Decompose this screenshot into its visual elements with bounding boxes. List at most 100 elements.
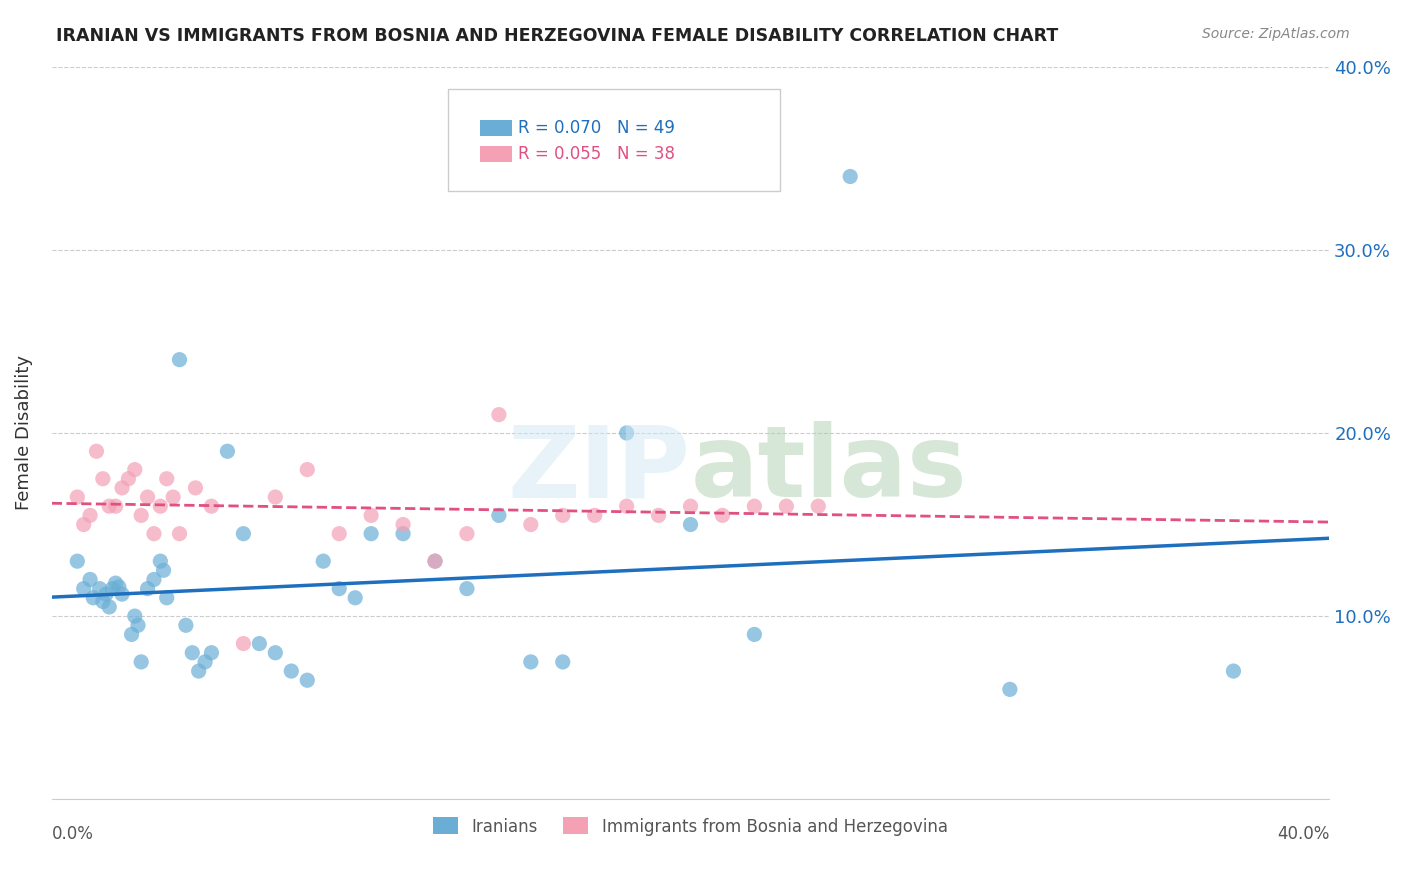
Iranians bbox=[121, 627, 143, 641]
Iranians bbox=[129, 655, 152, 669]
Iranians bbox=[217, 444, 239, 458]
Iranians bbox=[551, 655, 574, 669]
Immigrants from Bosnia and Herzegovina bbox=[488, 408, 510, 422]
Immigrants from Bosnia and Herzegovina bbox=[264, 490, 287, 504]
Immigrants from Bosnia and Herzegovina bbox=[66, 490, 89, 504]
Iranians bbox=[839, 169, 862, 184]
Immigrants from Bosnia and Herzegovina bbox=[297, 462, 319, 476]
Immigrants from Bosnia and Herzegovina bbox=[456, 526, 478, 541]
Iranians bbox=[91, 594, 114, 608]
Immigrants from Bosnia and Herzegovina bbox=[200, 499, 222, 513]
Iranians bbox=[142, 573, 165, 587]
Y-axis label: Female Disability: Female Disability bbox=[15, 355, 32, 510]
Iranians bbox=[101, 582, 124, 596]
Immigrants from Bosnia and Herzegovina bbox=[551, 508, 574, 523]
Immigrants from Bosnia and Herzegovina bbox=[162, 490, 184, 504]
Immigrants from Bosnia and Herzegovina bbox=[117, 472, 139, 486]
Iranians bbox=[89, 582, 111, 596]
Iranians bbox=[679, 517, 702, 532]
Text: ZIP: ZIP bbox=[508, 421, 690, 518]
Immigrants from Bosnia and Herzegovina bbox=[232, 637, 254, 651]
Immigrants from Bosnia and Herzegovina bbox=[91, 472, 114, 486]
Legend: Iranians, Immigrants from Bosnia and Herzegovina: Iranians, Immigrants from Bosnia and Her… bbox=[427, 811, 955, 842]
Immigrants from Bosnia and Herzegovina bbox=[86, 444, 108, 458]
Iranians bbox=[360, 526, 382, 541]
Iranians bbox=[297, 673, 319, 688]
Iranians bbox=[187, 664, 209, 678]
Iranians bbox=[744, 627, 766, 641]
Iranians bbox=[247, 637, 270, 651]
Immigrants from Bosnia and Herzegovina bbox=[392, 517, 415, 532]
Immigrants from Bosnia and Herzegovina bbox=[149, 499, 172, 513]
Iranians bbox=[108, 580, 131, 594]
Immigrants from Bosnia and Herzegovina bbox=[744, 499, 766, 513]
Immigrants from Bosnia and Herzegovina bbox=[142, 526, 165, 541]
Iranians bbox=[73, 582, 96, 596]
Iranians bbox=[616, 425, 638, 440]
Immigrants from Bosnia and Herzegovina bbox=[616, 499, 638, 513]
Text: R = 0.070   N = 49: R = 0.070 N = 49 bbox=[517, 120, 675, 137]
Immigrants from Bosnia and Herzegovina bbox=[775, 499, 797, 513]
Immigrants from Bosnia and Herzegovina bbox=[98, 499, 121, 513]
Iranians bbox=[488, 508, 510, 523]
Iranians bbox=[232, 526, 254, 541]
Text: IRANIAN VS IMMIGRANTS FROM BOSNIA AND HERZEGOVINA FEMALE DISABILITY CORRELATION : IRANIAN VS IMMIGRANTS FROM BOSNIA AND HE… bbox=[56, 27, 1059, 45]
Text: 0.0%: 0.0% bbox=[52, 825, 94, 843]
Text: Source: ZipAtlas.com: Source: ZipAtlas.com bbox=[1202, 27, 1350, 41]
Iranians bbox=[312, 554, 335, 568]
Iranians bbox=[174, 618, 197, 632]
Iranians bbox=[79, 573, 101, 587]
Iranians bbox=[520, 655, 543, 669]
Immigrants from Bosnia and Herzegovina bbox=[73, 517, 96, 532]
Iranians bbox=[456, 582, 478, 596]
Iranians bbox=[280, 664, 302, 678]
Iranians bbox=[264, 646, 287, 660]
Immigrants from Bosnia and Herzegovina bbox=[111, 481, 134, 495]
Bar bbox=[479, 120, 512, 136]
Iranians bbox=[200, 646, 222, 660]
Iranians bbox=[152, 563, 174, 577]
Iranians bbox=[136, 582, 159, 596]
Iranians bbox=[82, 591, 104, 605]
Iranians bbox=[94, 587, 117, 601]
Iranians bbox=[104, 576, 127, 591]
Text: R = 0.055   N = 38: R = 0.055 N = 38 bbox=[517, 145, 675, 162]
Immigrants from Bosnia and Herzegovina bbox=[104, 499, 127, 513]
Iranians bbox=[998, 682, 1021, 697]
Iranians bbox=[344, 591, 367, 605]
Immigrants from Bosnia and Herzegovina bbox=[156, 472, 179, 486]
Text: atlas: atlas bbox=[690, 421, 967, 518]
Immigrants from Bosnia and Herzegovina bbox=[129, 508, 152, 523]
Iranians bbox=[98, 599, 121, 614]
Immigrants from Bosnia and Herzegovina bbox=[647, 508, 669, 523]
Iranians bbox=[149, 554, 172, 568]
Immigrants from Bosnia and Herzegovina bbox=[679, 499, 702, 513]
Iranians bbox=[169, 352, 191, 367]
Iranians bbox=[1222, 664, 1244, 678]
Immigrants from Bosnia and Herzegovina bbox=[79, 508, 101, 523]
Iranians bbox=[66, 554, 89, 568]
Immigrants from Bosnia and Herzegovina bbox=[360, 508, 382, 523]
Immigrants from Bosnia and Herzegovina bbox=[423, 554, 446, 568]
Iranians bbox=[328, 582, 350, 596]
Immigrants from Bosnia and Herzegovina bbox=[711, 508, 734, 523]
Iranians bbox=[111, 587, 134, 601]
Immigrants from Bosnia and Herzegovina bbox=[807, 499, 830, 513]
Immigrants from Bosnia and Herzegovina bbox=[124, 462, 146, 476]
Iranians bbox=[124, 609, 146, 624]
Immigrants from Bosnia and Herzegovina bbox=[184, 481, 207, 495]
Immigrants from Bosnia and Herzegovina bbox=[169, 526, 191, 541]
FancyBboxPatch shape bbox=[447, 88, 780, 191]
Immigrants from Bosnia and Herzegovina bbox=[328, 526, 350, 541]
Iranians bbox=[194, 655, 217, 669]
Immigrants from Bosnia and Herzegovina bbox=[520, 517, 543, 532]
Iranians bbox=[156, 591, 179, 605]
Bar bbox=[479, 145, 512, 161]
Immigrants from Bosnia and Herzegovina bbox=[136, 490, 159, 504]
Immigrants from Bosnia and Herzegovina bbox=[583, 508, 606, 523]
Text: 40.0%: 40.0% bbox=[1277, 825, 1329, 843]
Iranians bbox=[392, 526, 415, 541]
Iranians bbox=[181, 646, 204, 660]
Iranians bbox=[127, 618, 149, 632]
Iranians bbox=[423, 554, 446, 568]
